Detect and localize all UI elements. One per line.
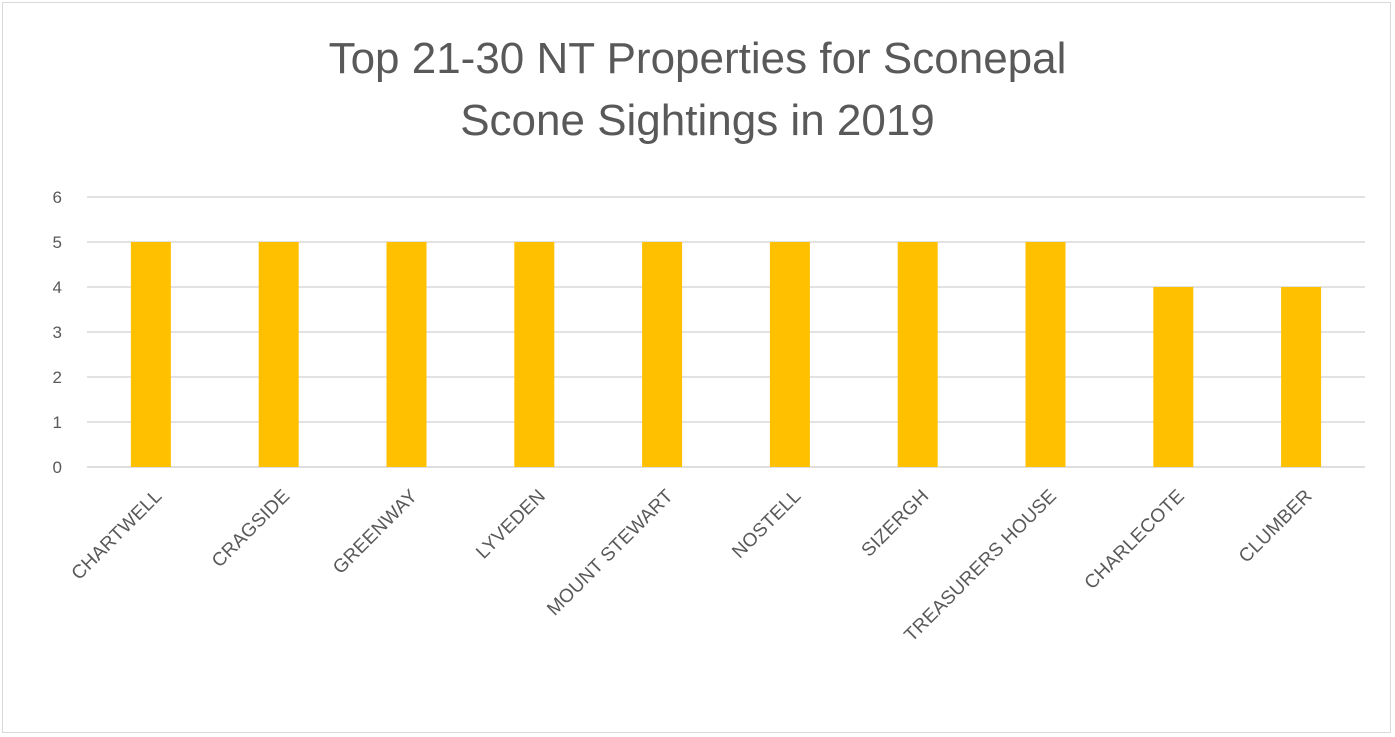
y-tick-label: 1 [53, 413, 62, 432]
x-category-label: LYVEDEN [472, 486, 550, 564]
y-tick-label: 3 [53, 323, 62, 342]
chart-title: Top 21-30 NT Properties for Sconepal Sco… [328, 34, 1067, 145]
bar-chartwell [130, 242, 171, 467]
bar-charlecote [1153, 287, 1194, 467]
x-category-label: CRAGSIDE [208, 486, 294, 572]
bar-greenway [386, 242, 427, 467]
gridlines [87, 196, 1365, 468]
y-tick-label: 0 [53, 458, 62, 477]
bar-cragside [258, 242, 299, 467]
bar-sizergh [897, 242, 938, 467]
bar-mount-stewart [642, 242, 683, 467]
bar-lyveden [514, 242, 555, 467]
y-axis-ticks: 0 1 2 3 4 5 6 [53, 188, 62, 477]
y-tick-label: 6 [53, 188, 62, 207]
x-category-label: GREENWAY [329, 486, 422, 579]
bar-treasurers-house [1025, 242, 1066, 467]
x-category-label: CHARLECOTE [1081, 486, 1189, 594]
x-category-label: NOSTELL [728, 486, 805, 563]
bars [130, 242, 1322, 467]
x-category-label: TREASURERS HOUSE [901, 486, 1061, 646]
x-category-label: CHARTWELL [68, 486, 167, 585]
y-tick-label: 4 [53, 278, 62, 297]
x-category-label: MOUNT STEWART [543, 486, 678, 621]
y-tick-label: 5 [53, 233, 62, 252]
y-tick-label: 2 [53, 368, 62, 387]
x-category-label: CLUMBER [1235, 486, 1317, 568]
bar-nostell [769, 242, 810, 467]
x-category-label: SIZERGH [858, 486, 934, 562]
bar-clumber [1281, 287, 1322, 467]
